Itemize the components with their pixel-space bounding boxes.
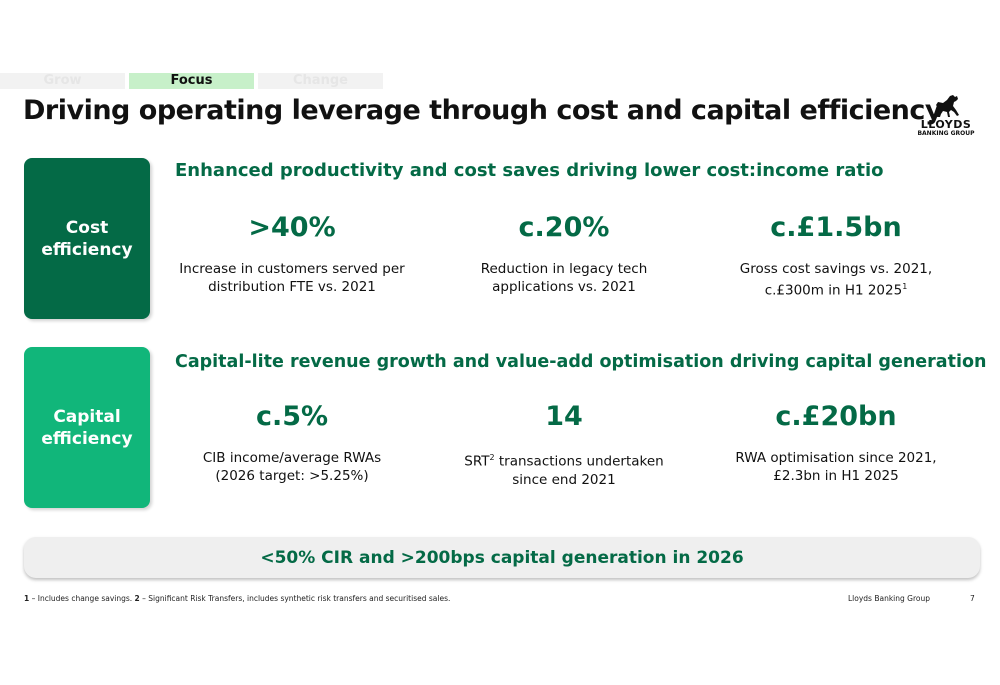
stat-desc-line2: c.£300m in H1 2025 xyxy=(764,282,903,299)
logo-name: LLOYDS xyxy=(920,118,972,131)
stat-rwa-optimisation: c.£20bn RWA optimisation since 2021, £2.… xyxy=(711,401,961,485)
tab-grow: Grow xyxy=(0,73,125,89)
stat-cost-savings: c.£1.5bn Gross cost savings vs. 2021, c.£… xyxy=(711,212,961,300)
capital-section-heading: Capital-lite revenue growth and value-ad… xyxy=(175,352,987,372)
cost-section-heading: Enhanced productivity and cost saves dri… xyxy=(175,160,884,181)
footnote-text-2: – Significant Risk Transfers, includes s… xyxy=(139,594,451,603)
footer-brand: Lloyds Banking Group xyxy=(848,594,930,603)
stat-value: 14 xyxy=(545,401,583,432)
tab-change: Change xyxy=(258,73,383,89)
cost-efficiency-label: Cost efficiency xyxy=(41,217,133,260)
page-title: Driving operating leverage through cost … xyxy=(23,95,942,126)
stat-description: SRT2 transactions undertaken since end 20… xyxy=(439,449,689,489)
stat-description: CIB income/average RWAs (2026 target: >5… xyxy=(202,450,382,484)
stat-customers-served: >40% Increase in customers served per di… xyxy=(167,212,417,296)
footnote-ref-1: 1 xyxy=(902,282,908,291)
tab-focus: Focus xyxy=(129,73,254,89)
stat-description: Increase in customers served per distrib… xyxy=(179,261,405,295)
footnote-number-1: 1 xyxy=(24,594,30,603)
footnote-text-1: – Includes change savings. xyxy=(29,594,135,603)
section-tabs: Grow Focus Change xyxy=(0,73,384,89)
stat-cib-income: c.5% CIB income/average RWAs (2026 targe… xyxy=(167,401,417,485)
stat-value: c.20% xyxy=(518,212,610,243)
page-number: 7 xyxy=(970,594,975,603)
stat-value: c.£1.5bn xyxy=(770,212,902,243)
stat-description: RWA optimisation since 2021, £2.3bn in H… xyxy=(735,450,937,484)
stat-description: Reduction in legacy tech applications vs… xyxy=(480,261,648,295)
stat-desc-line2: since end 2021 xyxy=(512,471,616,488)
target-banner: <50% CIR and >200bps capital generation … xyxy=(24,537,980,578)
capital-efficiency-box: Capital efficiency xyxy=(24,347,150,508)
stat-desc-line1: Gross cost savings vs. 2021, xyxy=(739,261,933,277)
stat-desc-post: transactions undertaken xyxy=(494,453,664,470)
footnote-number-2: 2 xyxy=(134,594,140,603)
cost-efficiency-box: Cost efficiency xyxy=(24,158,150,319)
logo-subtitle: BANKING GROUP xyxy=(917,130,975,137)
footnote-ref-2: 2 xyxy=(489,453,495,462)
stat-value: c.£20bn xyxy=(775,401,897,432)
lloyds-logo: LLOYDS BANKING GROUP xyxy=(912,93,980,143)
capital-efficiency-label: Capital efficiency xyxy=(41,406,133,449)
stat-value: >40% xyxy=(248,212,336,243)
footnotes: 1 – Includes change savings. 2 – Signifi… xyxy=(24,594,450,603)
stat-value: c.5% xyxy=(255,401,329,432)
stat-desc-pre: SRT xyxy=(464,453,490,470)
stat-description: Gross cost savings vs. 2021, c.£300m in H… xyxy=(711,260,961,300)
black-horse-icon xyxy=(936,95,959,117)
stat-srt-transactions: 14 SRT2 transactions undertaken since end… xyxy=(439,401,689,489)
stat-legacy-tech: c.20% Reduction in legacy tech applicati… xyxy=(439,212,689,296)
